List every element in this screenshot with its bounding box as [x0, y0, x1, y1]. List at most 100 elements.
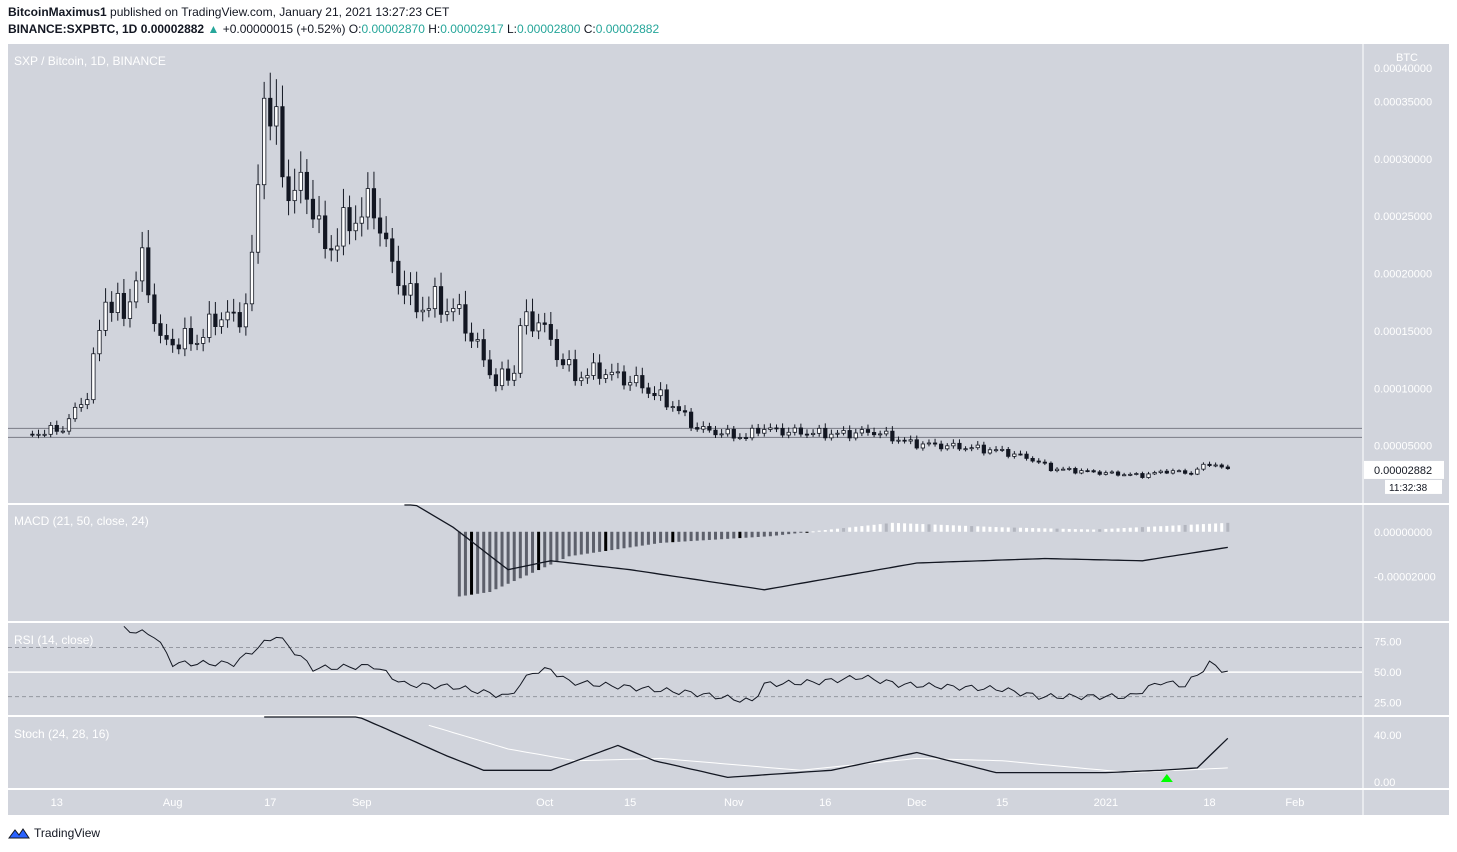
candle-down: [1030, 457, 1035, 462]
candle-up: [878, 433, 883, 436]
macd-histogram-bar: [1049, 528, 1053, 532]
macd-histogram-bar: [939, 524, 943, 532]
candle-up: [1067, 468, 1072, 470]
macd-histogram-bar: [878, 524, 882, 532]
macd-histogram-bar: [713, 531, 717, 540]
currency-label: BTC: [1396, 52, 1418, 64]
candle-down: [213, 313, 218, 327]
candle-down: [743, 437, 749, 439]
macd-histogram-bar: [903, 523, 907, 532]
candle-up: [810, 432, 816, 435]
macd-histogram-bar: [890, 522, 894, 532]
price-pane[interactable]: [8, 72, 1362, 479]
candle-down: [1085, 470, 1090, 473]
macd-histogram-bar: [988, 526, 992, 532]
macd-histogram-bar: [1067, 528, 1071, 532]
time-tick-label: Feb: [1285, 797, 1304, 809]
macd-histogram-bar: [994, 527, 998, 532]
candle-up: [951, 442, 956, 447]
candle-down: [597, 362, 602, 379]
close-value: 0.00002882: [595, 22, 660, 36]
candle-down: [121, 292, 126, 319]
candle-up: [1176, 470, 1182, 473]
macd-histogram-bar: [1018, 527, 1022, 532]
macd-histogram-bar: [817, 530, 821, 532]
candle-down: [1097, 471, 1102, 475]
candle-up: [201, 337, 206, 344]
price-tick-label: 0.00010000: [1374, 383, 1432, 395]
macd-histogram-bar: [1092, 529, 1096, 532]
time-tick-label: 17: [264, 797, 276, 809]
candle-down: [414, 283, 419, 313]
macd-histogram-bar: [549, 531, 553, 565]
candle-up: [1213, 464, 1218, 467]
high-value: 0.00002917: [440, 22, 504, 36]
candle-down: [823, 427, 828, 439]
macd-histogram-bar: [677, 531, 681, 542]
candle-up: [737, 437, 742, 439]
macd-pane-title: MACD (21, 50, close, 24): [14, 514, 149, 528]
candle-down: [573, 359, 578, 382]
macd-histogram-bar: [805, 531, 809, 533]
candle-down: [237, 312, 242, 328]
author-name[interactable]: BitcoinMaximus1: [8, 5, 107, 19]
candle-up: [884, 430, 889, 435]
candle-up: [975, 444, 980, 449]
tradingview-logo-icon: [8, 828, 30, 839]
candle-up: [908, 439, 913, 442]
macd-histogram-bar: [823, 530, 827, 532]
macd-histogram-bar: [1183, 524, 1187, 532]
candle-up: [591, 362, 596, 376]
tradingview-branding[interactable]: TradingView: [8, 826, 100, 840]
rsi-pane-title: RSI (14, close): [14, 633, 94, 647]
macd-histogram-bar: [695, 531, 699, 541]
candle-up: [499, 368, 505, 387]
candle-up: [1201, 463, 1206, 470]
macd-histogram-bar: [585, 531, 589, 554]
candle-up: [475, 339, 480, 342]
candle-down: [481, 339, 486, 361]
macd-histogram-bar: [1189, 524, 1193, 532]
candle-up: [670, 406, 675, 409]
macd-histogram-bar: [896, 523, 900, 532]
macd-histogram-bar: [1177, 525, 1181, 532]
candle-up: [408, 283, 413, 296]
candle-up: [445, 311, 450, 315]
pane-separators: [8, 44, 1449, 815]
candle-up: [719, 433, 724, 436]
candle-up: [274, 106, 279, 127]
macd-pane[interactable]: [404, 504, 1230, 597]
macd-histogram-bar: [1110, 528, 1114, 532]
macd-histogram-bar: [1226, 522, 1230, 532]
candle-up: [316, 215, 322, 220]
candle-down: [1018, 453, 1023, 456]
candle-up: [292, 189, 297, 202]
rsi-pane[interactable]: [8, 625, 1362, 703]
macd-histogram-bar: [927, 524, 931, 532]
candle-down: [1042, 461, 1047, 464]
candle-down: [1048, 462, 1054, 472]
candle-down: [30, 433, 35, 436]
price-tick-label: 0.00005000: [1374, 441, 1432, 453]
candle-up: [365, 188, 370, 218]
macd-histogram-bar: [555, 531, 559, 562]
candle-down: [170, 338, 175, 346]
macd-histogram-bar: [921, 524, 925, 532]
stoch-pane[interactable]: [264, 716, 1229, 782]
candle-down: [664, 389, 669, 408]
candle-up: [1152, 472, 1157, 475]
candle-up: [1061, 468, 1066, 471]
last-price-label: 0.00002882: [1374, 465, 1432, 477]
candle-down: [981, 444, 986, 454]
candle-up: [609, 371, 614, 376]
candle-down: [280, 106, 285, 178]
last-price-box: [1364, 460, 1444, 479]
candle-up: [658, 389, 663, 397]
candle-up: [524, 311, 529, 327]
macd-histogram-bar: [1220, 523, 1224, 532]
macd-histogram-bar: [518, 531, 522, 579]
macd-histogram-bar: [622, 531, 626, 549]
macd-histogram-bar: [787, 531, 791, 535]
macd-histogram-bar: [1171, 525, 1175, 532]
